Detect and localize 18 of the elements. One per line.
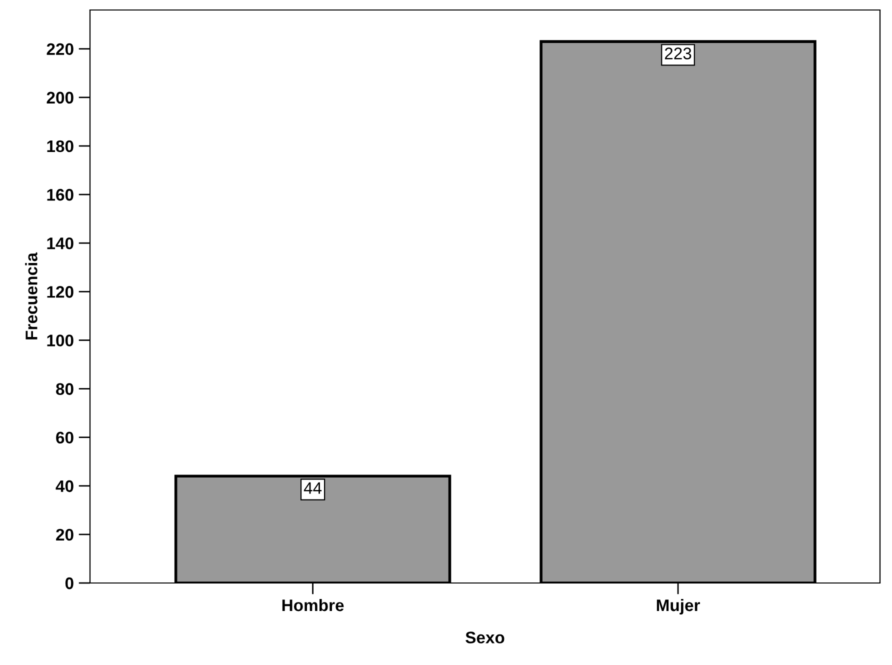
y-tick-label: 120	[47, 286, 74, 298]
y-tick-label: 20	[56, 528, 74, 541]
data-label: 223	[664, 48, 692, 60]
x-axis-title: Sexo	[466, 632, 504, 644]
x-tick-label: Mujer	[656, 598, 700, 615]
y-tick-label: 200	[46, 92, 74, 104]
y-tick-label: 0	[65, 577, 74, 590]
y-tick-label: 160	[47, 188, 74, 201]
y-tick-label: 180	[47, 140, 74, 152]
y-axis-title: Frecuencia	[25, 252, 38, 340]
data-label: 44	[304, 482, 322, 494]
y-tick-label: 80	[56, 383, 74, 395]
x-tick-label: Hombre	[282, 598, 344, 612]
y-tick-label: 40	[56, 480, 74, 492]
y-tick-label: 100	[47, 334, 74, 346]
y-tick-label: 140	[47, 237, 74, 250]
y-tick-label: 220	[46, 43, 74, 56]
y-tick-label: 60	[56, 432, 74, 444]
